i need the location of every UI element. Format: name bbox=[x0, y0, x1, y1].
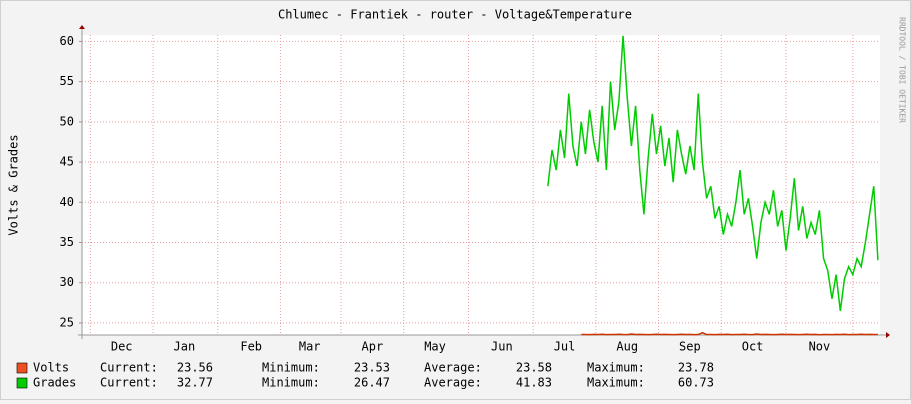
legend-stat-value: 23.58 bbox=[516, 361, 552, 375]
y-tick-label: 35 bbox=[60, 235, 74, 249]
y-tick-label: 60 bbox=[60, 34, 74, 48]
x-tick-label: Dec bbox=[111, 340, 133, 354]
series-line bbox=[547, 35, 879, 311]
plot-area bbox=[82, 35, 880, 335]
x-tick-label: Jan bbox=[174, 340, 196, 354]
x-tick-label: Nov bbox=[809, 340, 831, 354]
x-tick-label: Feb bbox=[240, 340, 262, 354]
legend-stat-value: 41.83 bbox=[516, 376, 552, 390]
x-tick-label: Jul bbox=[554, 340, 576, 354]
legend-stat-label: Minimum: bbox=[262, 376, 320, 390]
legend-stat-label: Current: bbox=[100, 361, 158, 375]
watermark: RRDTOOL / TOBI OETIKER bbox=[898, 17, 907, 123]
legend-stat-value: 23.56 bbox=[177, 361, 213, 375]
legend-label: Volts bbox=[33, 361, 69, 375]
y-tick-label: 30 bbox=[60, 275, 74, 289]
x-tick-label: Apr bbox=[362, 340, 384, 354]
y-tick-label: 40 bbox=[60, 195, 74, 209]
legend-stat-value: 60.73 bbox=[678, 376, 714, 390]
y-axis-label: Volts & Grades bbox=[7, 134, 21, 235]
legend-stat-label: Average: bbox=[424, 376, 482, 390]
legend-stat-value: 23.78 bbox=[678, 361, 714, 375]
x-tick-label: Aug bbox=[616, 340, 638, 354]
y-tick-label: 50 bbox=[60, 114, 74, 128]
legend-stat-value: 26.47 bbox=[354, 376, 390, 390]
y-tick-label: 55 bbox=[60, 74, 74, 88]
legend-stat-label: Current: bbox=[100, 376, 158, 390]
legend-label: Grades bbox=[33, 376, 76, 390]
x-tick-label: Mar bbox=[299, 340, 321, 354]
legend-stat-label: Maximum: bbox=[587, 376, 645, 390]
x-tick-label: May bbox=[424, 340, 446, 354]
legend-stat-value: 32.77 bbox=[177, 376, 213, 390]
legend-stat-label: Minimum: bbox=[262, 361, 320, 375]
legend-swatch bbox=[16, 362, 28, 374]
legend-swatch bbox=[16, 377, 28, 389]
series-line bbox=[581, 331, 878, 336]
y-tick-label: 25 bbox=[60, 315, 74, 329]
x-tick-label: Sep bbox=[679, 340, 701, 354]
axis-arrow bbox=[886, 332, 890, 338]
x-tick-label: Oct bbox=[742, 340, 764, 354]
legend-stat-label: Average: bbox=[424, 361, 482, 375]
axis-arrow bbox=[79, 25, 85, 29]
legend-stat-value: 23.53 bbox=[354, 361, 390, 375]
y-tick-label: 45 bbox=[60, 155, 74, 169]
x-tick-label: Jun bbox=[491, 340, 513, 354]
chart-title: Chlumec - Frantiek - router - Voltage&Te… bbox=[278, 8, 632, 22]
legend-stat-label: Maximum: bbox=[587, 361, 645, 375]
